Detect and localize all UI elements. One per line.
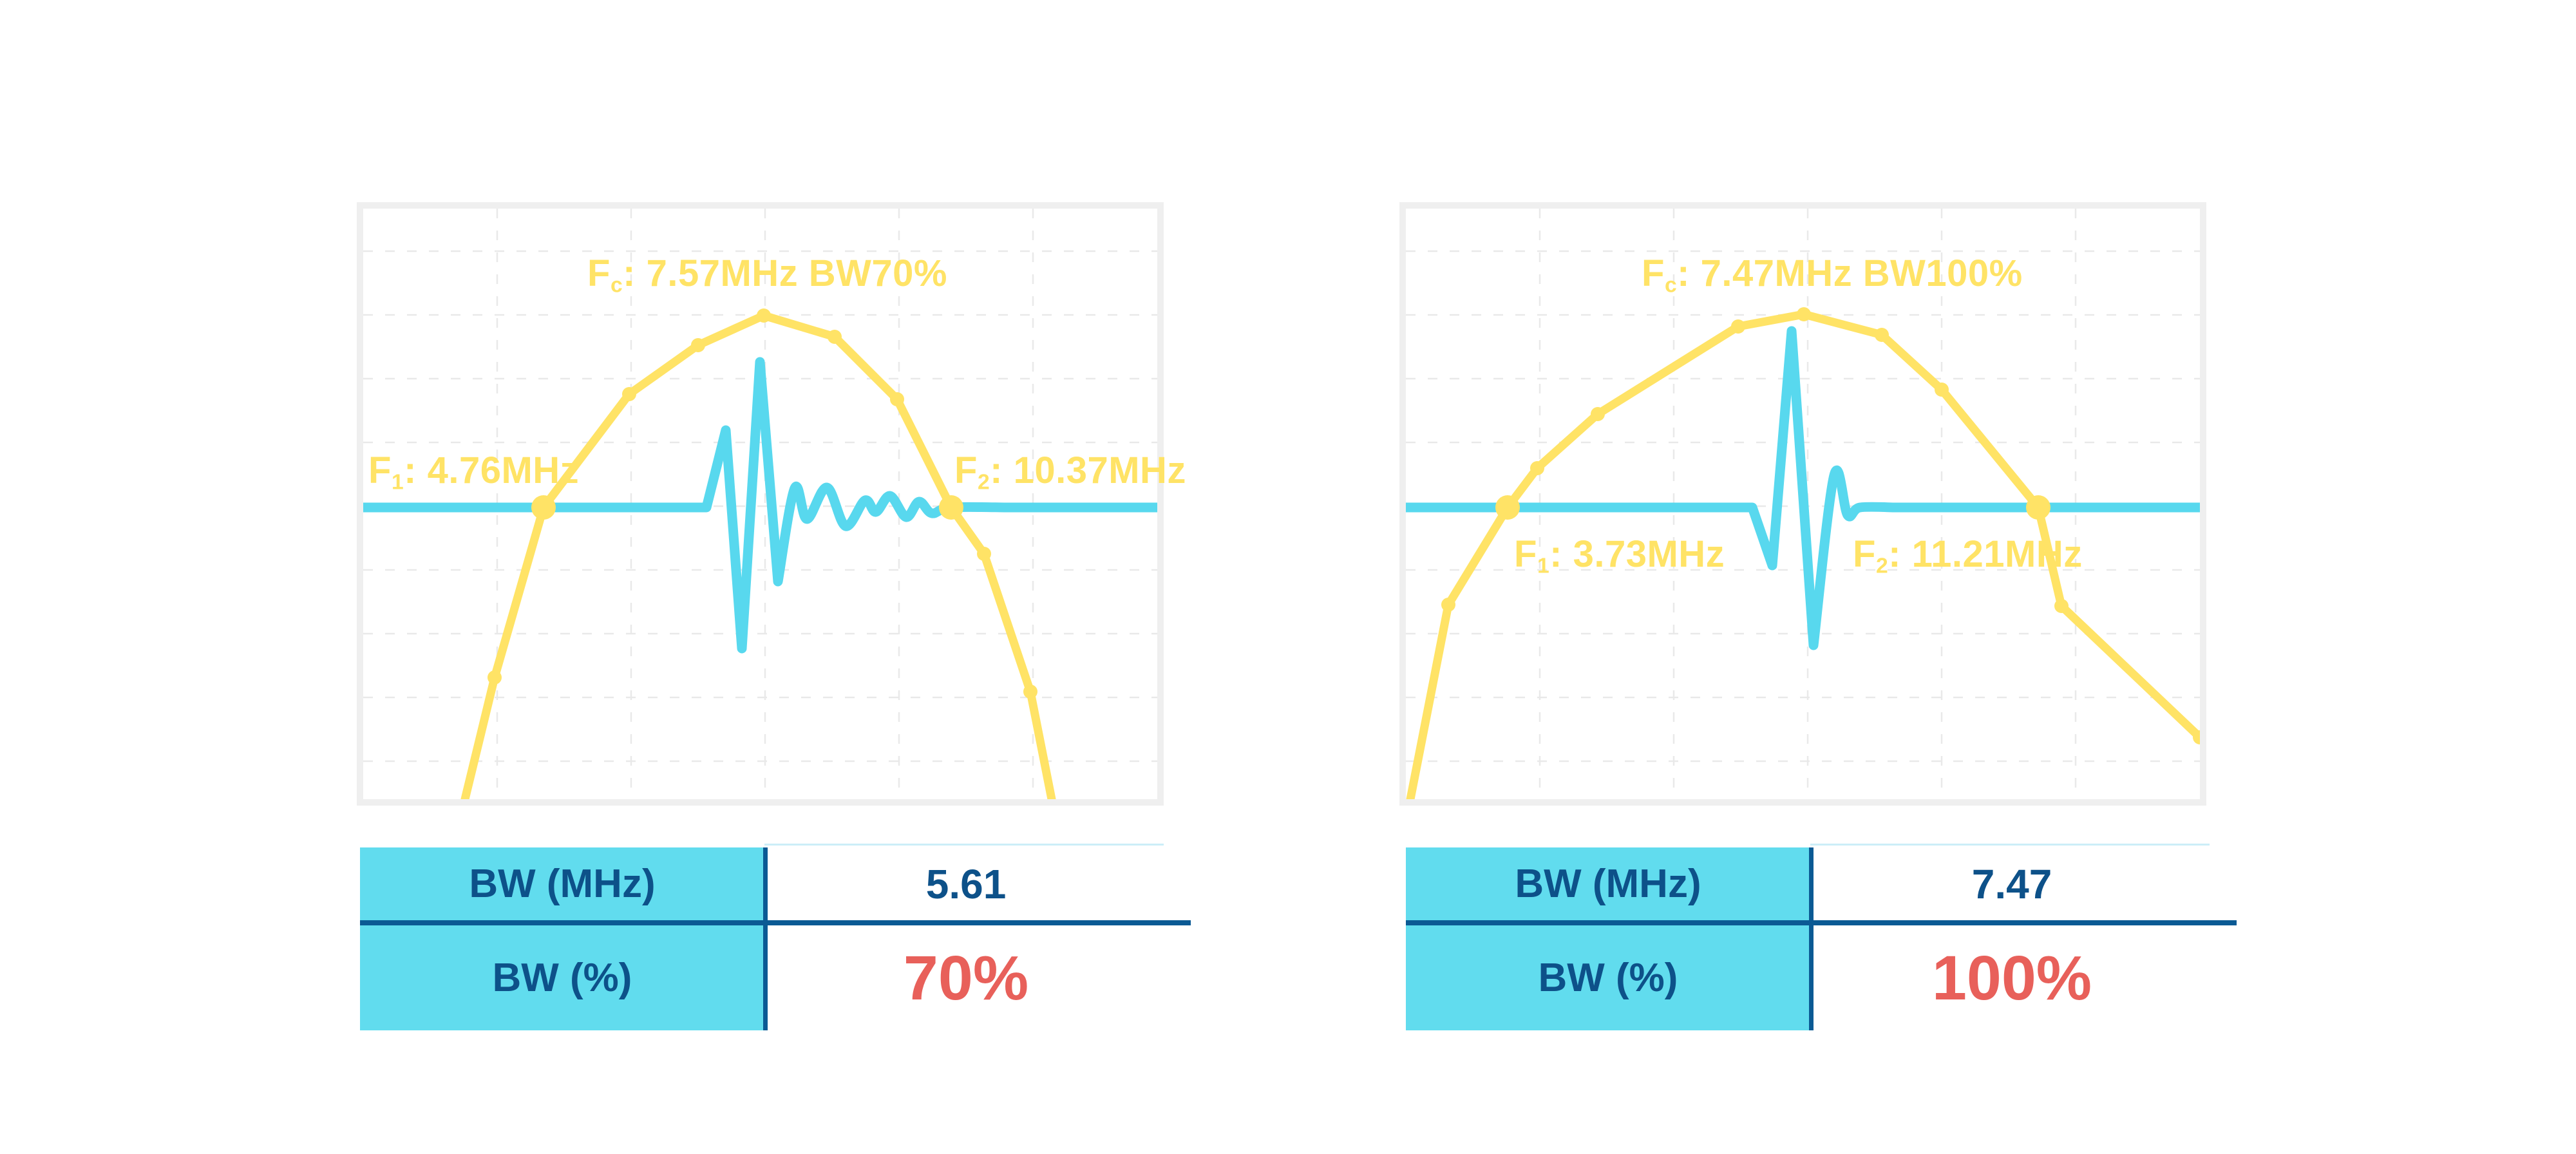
spectrum-plot-right [1406, 209, 2200, 799]
fc-value-text: : 7.57MHz BW70% [623, 252, 947, 294]
spectrum-panel-right: Fc: 7.47MHz BW100% F1: 3.73MHz F2: 11.21… [1399, 202, 2206, 806]
f2-symbol: F [954, 449, 978, 491]
f1-subscript: 1 [391, 470, 404, 495]
bw-mhz-value: 5.61 [925, 860, 1007, 907]
f2-label-right: F2: 11.21MHz [1853, 536, 2083, 577]
table-header-column: BW (MHz) BW (%) [1406, 847, 1810, 1030]
spectrum-panel-left: Fc: 7.57MHz BW70% F1: 4.76MHz F2: 10.37M… [357, 202, 1186, 806]
f2-value-text: : 11.21MHz [1888, 533, 2083, 575]
table-value-column: 7.47 100% [1814, 847, 2210, 1030]
f2-value-text: : 10.37MHz [990, 449, 1186, 491]
f1-value-text: : 4.76MHz [404, 449, 580, 491]
spectrum-plot-left [363, 209, 1157, 799]
table-top-hairline [764, 844, 1164, 846]
bw-mhz-value: 7.47 [1971, 860, 2052, 907]
bw-percent-value: 70% [903, 942, 1029, 1013]
bw-mhz-header: BW (MHz) [1515, 862, 1701, 906]
f1-label-left: F1: 4.76MHz [368, 452, 579, 493]
center-frequency-label-left: Fc: 7.57MHz BW70% [587, 255, 947, 296]
fc-symbol: F [587, 252, 611, 294]
table-top-hairline [1810, 844, 2210, 846]
f2-label-left: F2: 10.37MHz [954, 452, 1186, 493]
bw-percent-header: BW (%) [1538, 956, 1678, 1000]
table-value-column: 5.61 70% [768, 847, 1164, 1030]
f2-symbol: F [1853, 533, 1876, 575]
fc-subscript: c [610, 273, 623, 298]
bandwidth-table-right: BW (MHz) BW (%) 7.47 100% [1406, 842, 2238, 1036]
table-header-column: BW (MHz) BW (%) [360, 847, 764, 1030]
fc-value-text: : 7.47MHz BW100% [1677, 252, 2023, 294]
center-frequency-label-right: Fc: 7.47MHz BW100% [1642, 255, 2023, 296]
bw-mhz-header: BW (MHz) [469, 862, 656, 906]
f1-subscript: 1 [1537, 554, 1550, 578]
f1-value-text: : 3.73MHz [1549, 533, 1725, 575]
table-column-divider [763, 847, 768, 1030]
f2-subscript: 2 [1875, 554, 1889, 578]
bw-percent-header: BW (%) [492, 956, 632, 1000]
bandwidth-table-left: BW (MHz) BW (%) 5.61 70% [360, 842, 1192, 1036]
fc-symbol: F [1642, 252, 1665, 294]
f1-symbol: F [368, 449, 392, 491]
table-row-divider [360, 920, 1191, 925]
fc-subscript: c [1664, 273, 1678, 298]
table-column-divider [1809, 847, 1814, 1030]
bw-percent-value: 100% [1931, 942, 2092, 1013]
f1-label-right: F1: 3.73MHz [1514, 536, 1725, 577]
f2-subscript: 2 [977, 470, 990, 495]
f1-symbol: F [1514, 533, 1537, 575]
table-row-divider [1406, 920, 2237, 925]
